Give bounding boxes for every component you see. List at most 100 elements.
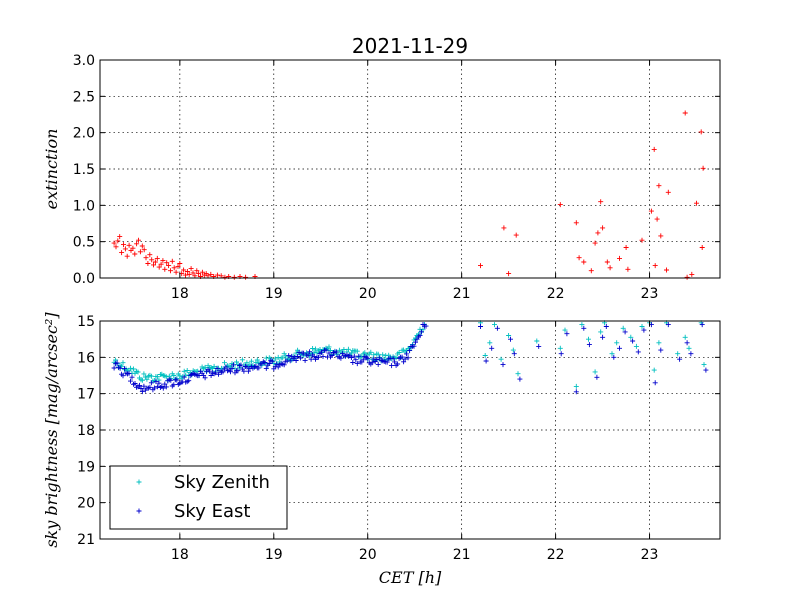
sky-brightness-point (413, 339, 418, 345)
sky-brightness-point (114, 360, 120, 366)
extinction-point (598, 199, 604, 205)
sky-brightness-point (153, 378, 159, 384)
extinction-point (208, 271, 214, 277)
sky-brightness-point (323, 347, 329, 353)
extinction-point (639, 237, 645, 243)
sky-brightness-point (208, 373, 214, 378)
extinction-point (199, 269, 205, 275)
sky-brightness-point (228, 369, 233, 375)
extinction-point (573, 220, 579, 226)
sky-brightness-point (356, 353, 362, 359)
sky-brightness-point (665, 322, 671, 328)
sky-brightness-point (148, 373, 154, 379)
sky-brightness-point (293, 350, 299, 356)
sky-brightness-y-tick-label: 20 (77, 496, 95, 512)
sky-brightness-point (411, 343, 417, 349)
sky-brightness-point (688, 351, 694, 357)
sky-brightness-point (120, 373, 126, 379)
sky-brightness-point (393, 355, 399, 361)
extinction-y-tick-label: 1.0 (73, 198, 95, 214)
sky-brightness-point (305, 352, 311, 358)
sky-brightness-point (234, 359, 239, 365)
sky-brightness-point (564, 331, 570, 337)
extinction-y-tick-label: 0.5 (73, 235, 95, 251)
sky-brightness-point (139, 377, 145, 383)
sky-brightness-point (132, 381, 138, 386)
legend-label: Sky East (174, 501, 250, 522)
sky-brightness-point (360, 357, 366, 363)
extinction-point (115, 238, 121, 244)
sky-brightness-point (144, 376, 150, 382)
extinction-point (177, 261, 183, 266)
sky-brightness-point (147, 384, 153, 390)
sky-brightness-point (269, 358, 275, 364)
sky-brightness-point (573, 383, 579, 389)
sky-brightness-point (380, 352, 386, 358)
sky-brightness-point (333, 349, 339, 355)
extinction-point (190, 270, 196, 276)
extinction-point (243, 274, 249, 280)
sky-brightness-point (614, 340, 620, 346)
sky-brightness-point (163, 374, 169, 380)
extinction-point (623, 245, 629, 250)
extinction-point (164, 260, 170, 266)
sky-brightness-point (600, 334, 606, 340)
sky-brightness-point (684, 340, 690, 346)
sky-brightness-point (222, 360, 227, 366)
sky-brightness-y-tick-label: 15 (77, 314, 95, 330)
sky-brightness-point (223, 364, 229, 370)
extinction-point (124, 253, 130, 259)
sky-brightness-point (311, 353, 317, 359)
sky-brightness-point (111, 365, 117, 371)
sky-brightness-point (238, 362, 244, 368)
sky-brightness-point (390, 355, 396, 361)
sky-brightness-point (401, 359, 407, 365)
extinction-point (162, 266, 168, 272)
sky-brightness-point (402, 356, 408, 362)
sky-brightness-point (287, 358, 293, 364)
extinction-y-tick-label: 2.5 (73, 89, 95, 105)
sky-brightness-point (211, 363, 217, 369)
sky-brightness-point (511, 351, 517, 357)
extinction-point (117, 234, 123, 240)
extinction-point (652, 263, 658, 269)
sky-brightness-point (326, 344, 332, 350)
sky-brightness-point (248, 358, 254, 364)
sky-brightness-point (492, 322, 497, 328)
sky-brightness-point (310, 346, 316, 351)
sky-brightness-y-tick-label: 16 (77, 350, 95, 366)
sky-brightness-point (586, 342, 592, 348)
extinction-point (231, 274, 237, 280)
extinction-point (175, 263, 181, 269)
sky-brightness-point (353, 357, 359, 363)
sky-brightness-point (122, 366, 127, 372)
extinction-point (684, 274, 690, 280)
sky-brightness-point (241, 368, 247, 374)
extinction-point (698, 129, 704, 135)
extinction-point (658, 233, 664, 239)
extinction-point (156, 264, 162, 270)
sky-brightness-point (536, 343, 542, 349)
sky-brightness-point (137, 382, 142, 388)
sky-brightness-point (307, 349, 313, 355)
extinction-point (205, 273, 211, 279)
sky-brightness-point (298, 355, 304, 361)
extinction-point (194, 268, 200, 274)
extinction-point (664, 267, 669, 273)
sky-brightness-point (345, 346, 351, 352)
extinction-x-tick-label: 19 (265, 286, 283, 302)
sky-brightness-y-axis-label: sky brightness [mag/arcsec²] (42, 312, 61, 548)
sky-brightness-point (128, 365, 133, 371)
sky-brightness-point (184, 368, 190, 373)
sky-brightness-point (141, 383, 147, 389)
sky-brightness-point (407, 348, 413, 354)
sky-brightness-point (487, 340, 493, 346)
sky-brightness-y-tick-label: 18 (77, 423, 95, 439)
extinction-point (513, 232, 519, 238)
sky-brightness-y-tick-label: 21 (77, 532, 95, 548)
legend: Sky Zenith Sky East (109, 465, 288, 530)
sky-brightness-point (154, 374, 160, 380)
sky-brightness-point (478, 324, 483, 329)
extinction-y-tick-label: 3.0 (73, 53, 95, 69)
sky-brightness-point (498, 356, 504, 362)
